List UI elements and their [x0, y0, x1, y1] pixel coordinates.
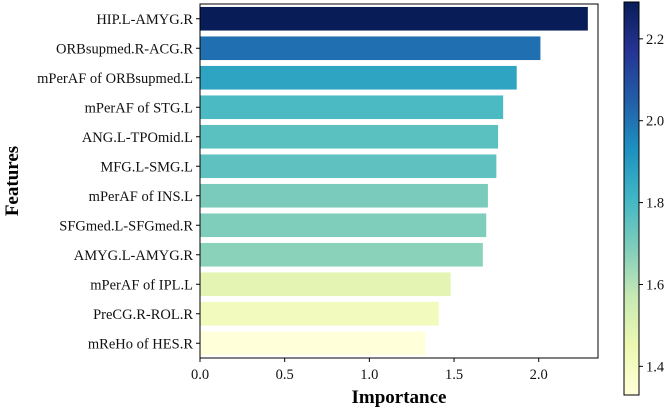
- y-tick-labels: HIP.L-AMYG.R ORBsupmed.R-ACG.R mPerAF of O…: [37, 12, 200, 352]
- x-tick-label: 2.0: [530, 367, 548, 383]
- bar: [200, 183, 488, 208]
- bars-group: [200, 6, 588, 356]
- y-tick-label: mReHo of HES.R: [88, 336, 193, 352]
- bar: [200, 95, 504, 120]
- colorbar: [623, 1, 640, 396]
- y-tick-label: SFGmed.L-SFGmed.R: [59, 218, 193, 234]
- colorbar-ticks: 1.4 1.6 1.8 2.0 2.2: [639, 32, 665, 375]
- colorbar-tick-label: 1.6: [646, 277, 664, 293]
- bar: [200, 6, 588, 31]
- y-tick-label: PreCG.R-ROL.R: [93, 307, 193, 323]
- bar: [200, 154, 497, 179]
- colorbar-tick-label: 1.8: [646, 196, 664, 212]
- bar: [200, 331, 426, 356]
- x-tick-label: 0.5: [276, 367, 294, 383]
- bar: [200, 124, 499, 149]
- y-tick-label: mPerAF of STG.L: [85, 100, 193, 116]
- x-tick-label: 1.5: [445, 367, 463, 383]
- y-tick-label: AMYG.L-AMYG.R: [74, 248, 194, 264]
- bar: [200, 301, 439, 326]
- bar: [200, 213, 487, 238]
- y-tick-label: mPerAF of INS.L: [89, 189, 193, 205]
- y-tick-label: ORBsupmed.R-ACG.R: [56, 41, 193, 57]
- x-axis-ticks: 0.0 0.5 1.0 1.5 2.0: [191, 358, 548, 383]
- x-tick-label: 1.0: [360, 367, 378, 383]
- y-tick-label: mPerAF of ORBsupmed.L: [37, 71, 193, 87]
- y-tick-label: ANG.L-TPOmid.L: [82, 130, 193, 146]
- y-axis-title: Features: [2, 146, 23, 216]
- colorbar-tick-label: 2.0: [646, 114, 664, 130]
- bar: [200, 65, 517, 90]
- colorbar-tick-label: 1.4: [646, 359, 665, 375]
- y-tick-label: mPerAF of IPL.L: [90, 277, 193, 293]
- bar: [200, 242, 483, 267]
- y-tick-label: HIP.L-AMYG.R: [96, 12, 193, 28]
- y-tick-label: MFG.L-SMG.L: [100, 159, 193, 175]
- bar: [200, 272, 451, 297]
- bar: [200, 36, 541, 61]
- x-axis-title: Importance: [352, 387, 447, 408]
- colorbar-tick-label: 2.2: [646, 32, 664, 48]
- plot-frame: [199, 3, 599, 359]
- x-tick-label: 0.0: [191, 367, 209, 383]
